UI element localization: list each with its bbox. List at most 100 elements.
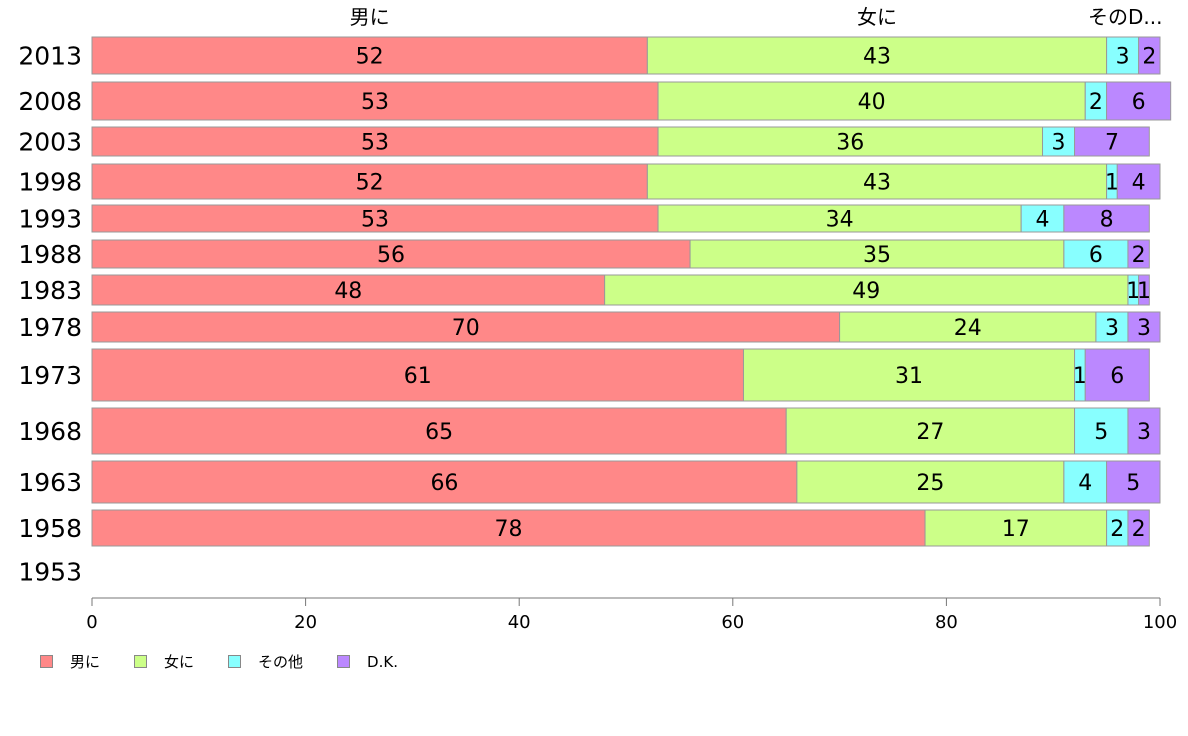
bar-segment: [91, 204, 659, 233]
data-label: 7: [1105, 131, 1119, 156]
legend-item: D.K.: [337, 653, 398, 671]
bar-segment: [1084, 348, 1150, 402]
data-label: 2: [1142, 45, 1156, 70]
data-label: 1: [1126, 279, 1140, 304]
data-label: 4: [1132, 171, 1146, 196]
y-tick-label: 1953: [18, 558, 82, 587]
bar-segment: [91, 81, 659, 121]
bar-segment: [91, 126, 659, 157]
data-label: 2: [1132, 517, 1146, 542]
bar-segment: [1127, 407, 1161, 455]
data-label: 3: [1105, 316, 1119, 341]
data-label: 24: [954, 316, 982, 341]
y-tick-label: 1973: [18, 361, 82, 390]
data-label: 43: [863, 171, 891, 196]
bar-segment: [1063, 204, 1150, 233]
bar-segment: [91, 36, 648, 75]
bar-segment: [1127, 509, 1150, 547]
y-tick-label: 1993: [18, 205, 82, 234]
legend-swatch: [134, 655, 148, 668]
bar-segment: [604, 274, 1129, 306]
data-label: 1: [1105, 171, 1119, 196]
bar-segment: [689, 239, 1065, 269]
bar-segment: [1138, 274, 1150, 306]
data-label: 8: [1100, 208, 1114, 233]
data-label: 2: [1089, 90, 1103, 115]
bar-segment: [657, 81, 1086, 121]
data-label: 1: [1137, 279, 1151, 304]
bar-segment: [91, 509, 926, 547]
data-label: 66: [430, 471, 458, 496]
bar-segment: [1106, 81, 1172, 121]
data-label: 53: [361, 90, 389, 115]
bar-segment: [91, 311, 841, 343]
data-label: 27: [916, 420, 944, 445]
x-tick-label: 60: [721, 612, 744, 633]
bar-segment: [1063, 239, 1129, 269]
bar-segment: [91, 239, 691, 269]
legend-item: 女に: [134, 651, 194, 672]
y-tick-label: 1978: [18, 313, 82, 342]
data-label: 35: [863, 243, 891, 268]
bar-segment: [1127, 239, 1150, 269]
legend-swatch: [40, 655, 53, 668]
x-tick-label: 80: [935, 612, 958, 633]
x-tick-label: 0: [86, 612, 97, 633]
data-label: 31: [895, 364, 923, 389]
data-label: 5: [1126, 471, 1140, 496]
data-label: 34: [826, 208, 854, 233]
bar-segment: [1074, 126, 1150, 157]
data-label: 3: [1116, 45, 1130, 70]
legend-swatch: [228, 655, 242, 668]
legend-item: その他: [228, 651, 303, 672]
data-label: 78: [495, 517, 523, 542]
data-label: 53: [361, 131, 389, 156]
legend-item: 男に: [40, 651, 100, 672]
data-label: 2: [1110, 517, 1124, 542]
y-tick-label: 1958: [18, 514, 82, 543]
bar-segment: [1127, 311, 1161, 343]
top-series-label: そのD...: [1088, 5, 1162, 29]
top-series-label: 女に: [857, 5, 897, 29]
bar-segment: [657, 204, 1022, 233]
data-label: 36: [836, 131, 864, 156]
data-label: 61: [404, 364, 432, 389]
legend-label: その他: [258, 653, 304, 671]
data-label: 65: [425, 420, 453, 445]
bar-segment: [91, 460, 798, 504]
bar-segment: [91, 407, 787, 455]
data-label: 2: [1132, 243, 1146, 268]
bar-segment: [1042, 126, 1076, 157]
data-label: 4: [1036, 208, 1050, 233]
bar-segment: [796, 460, 1065, 504]
data-label: 6: [1132, 90, 1146, 115]
top-series-label: 男に: [350, 5, 390, 29]
y-tick-label: 1998: [18, 168, 82, 197]
data-label: 25: [916, 471, 944, 496]
bar-segment: [91, 348, 744, 402]
x-tick-label: 40: [508, 612, 531, 633]
bar-segment: [1063, 460, 1108, 504]
data-label: 6: [1089, 243, 1103, 268]
data-label: 70: [452, 316, 480, 341]
data-label: 5: [1094, 420, 1108, 445]
bar-segment: [91, 274, 606, 306]
data-label: 56: [377, 243, 405, 268]
bar-segment: [646, 36, 1108, 75]
legend-label: 女に: [164, 653, 195, 671]
bar-segment: [646, 163, 1108, 200]
data-label: 52: [356, 45, 384, 70]
data-label: 3: [1052, 131, 1066, 156]
chart-legend: 男に 女に その他 D.K.: [40, 651, 432, 672]
bar-segment: [1138, 36, 1161, 75]
y-tick-label: 2003: [18, 128, 82, 157]
data-label: 17: [1002, 517, 1030, 542]
bar-segment: [1106, 36, 1140, 75]
bar-segment: [91, 163, 648, 200]
data-label: 3: [1137, 316, 1151, 341]
legend-swatch: [337, 655, 351, 668]
y-tick-label: 1988: [18, 240, 82, 269]
data-label: 43: [863, 45, 891, 70]
y-tick-label: 1983: [18, 276, 82, 305]
bar-segment: [1106, 460, 1161, 504]
